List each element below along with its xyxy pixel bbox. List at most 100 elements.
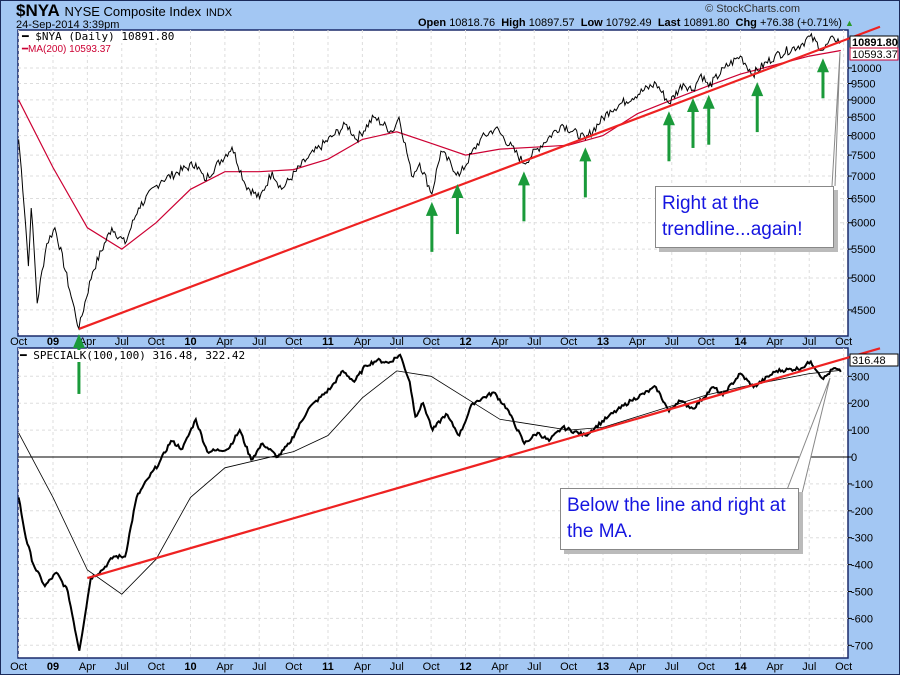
green-arrow-icon [751,82,764,97]
open-value: 10818.76 [449,17,496,29]
y-tick-label: 5500 [851,244,875,256]
x-tick-label: 09 [47,661,59,673]
x-tick-label: Oct [560,336,577,348]
last-specialk-label: 316.48 [852,355,886,367]
x-tick-label: Apr [629,661,646,673]
legend-ma: ━MA(200) 10593.37 [22,44,111,55]
x-tick-label: 09 [47,336,59,348]
x-tick-label: Oct [285,661,302,673]
x-tick-label: Jul [802,661,816,673]
open-label: Open [418,17,447,29]
legend-specialk-text: SPECIALK(100,100) 316.48, 322.42 [33,349,246,362]
green-arrow-icon [816,58,829,73]
x-tick-label: Apr [766,336,783,348]
x-tick-label: Oct [423,336,440,348]
indicator-trendline [87,347,881,580]
y-tick-label: 4500 [851,305,875,317]
x-tick-label: Jul [252,336,266,348]
chart-title: $NYA NYSE Composite Index INDX [16,1,232,23]
x-tick-label: Apr [216,336,233,348]
x-tick-label: 10 [184,661,196,673]
y-tick-label: 9000 [851,95,875,107]
x-tick-label: Oct [698,661,715,673]
x-tick-label: Oct [10,336,27,348]
x-tick-label: Oct [148,661,165,673]
x-tick-label: Oct [835,661,852,673]
x-tick-label: Oct [10,661,27,673]
green-arrow-icon [72,333,85,348]
x-tick-label: 13 [597,336,609,348]
low-label: Low [580,17,603,29]
x-tick-label: Apr [629,336,646,348]
y-tick-label: -300 [851,533,873,545]
y-tick-label: 7500 [851,150,875,162]
x-tick-label: Jul [252,661,266,673]
last-ma-label-box [849,47,899,61]
y-tick-label: 7000 [851,171,875,183]
y-tick-label: -200 [851,506,873,518]
callout-pointer-bottom [784,377,831,511]
x-tick-label: Apr [354,661,371,673]
x-tick-label: Jul [665,336,679,348]
y-tick-label: 8500 [851,112,875,124]
x-tick-label: 11 [322,336,334,348]
legend-nya-text: $NYA (Daily) 10891.80 [35,30,175,43]
x-tick-label: Jul [665,661,679,673]
y-tick-label: -600 [851,613,873,625]
price-trendline [78,25,881,330]
green-arrow-icon [662,111,675,126]
x-tick-label: 14 [734,661,747,673]
nya-line [18,32,842,331]
green-arrow-icon [451,184,464,199]
x-tick-label: Oct [698,336,715,348]
x-tick-label: Jul [115,336,129,348]
low-value: 10792.49 [605,17,652,29]
last-specialk-label-box [849,353,899,367]
green-arrow-icon [425,201,438,216]
last-price-label: 10891.80 [852,37,898,49]
x-tick-label: Apr [79,661,96,673]
price-panel [17,29,849,337]
x-tick-label: Apr [766,661,783,673]
x-tick-label: 14 [734,336,747,348]
last-value: 10891.80 [683,17,730,29]
last-ma-label: 10593.37 [852,49,898,61]
chg-value: +76.38 (+0.71%) [759,17,842,29]
x-tick-label: 12 [459,336,471,348]
y-tick-label: 10000 [851,63,882,75]
x-tick-label: Apr [216,661,233,673]
x-tick-label: 10 [184,336,196,348]
y-tick-label: -400 [851,560,873,572]
y-tick-label: 5000 [851,273,875,285]
up-triangle-icon: ▲ [844,18,854,28]
exchange: INDX [205,7,233,19]
y-tick-label: 8000 [851,131,875,143]
x-tick-label: Apr [354,336,371,348]
green-arrow-icon [687,97,700,112]
y-tick-label: 6000 [851,218,875,230]
index-name: NYSE Composite Index [64,4,202,19]
high-label: High [501,17,526,29]
chg-label: Chg [735,17,757,29]
y-tick-label: -500 [851,587,873,599]
annotation-bottom: Below the line and right at the MA. [560,488,799,550]
x-tick-label: 11 [322,661,334,673]
copyright: © StockCharts.com [705,3,800,15]
y-tick-label: 300 [851,371,869,383]
quote-bar: Open 10818.76 High 10897.57 Low 10792.49… [418,17,854,29]
green-arrow-icon [579,147,592,162]
x-tick-label: Jul [390,661,404,673]
callout-pointer-top [831,51,841,187]
legend-specialk: ━ SPECIALK(100,100) 316.48, 322.42 [20,349,246,362]
x-tick-label: 12 [459,661,471,673]
x-tick-label: Apr [491,661,508,673]
x-tick-label: Oct [285,336,302,348]
price-plot [18,32,842,331]
y-tick-label: -700 [851,640,873,652]
high-value: 10897.57 [528,17,575,29]
y-tick-label: 6500 [851,193,875,205]
symbol: $NYA [16,1,60,20]
y-tick-label: 9500 [851,79,875,91]
annotation-top: Right at the trendline...again! [655,186,834,248]
x-tick-label: Apr [491,336,508,348]
